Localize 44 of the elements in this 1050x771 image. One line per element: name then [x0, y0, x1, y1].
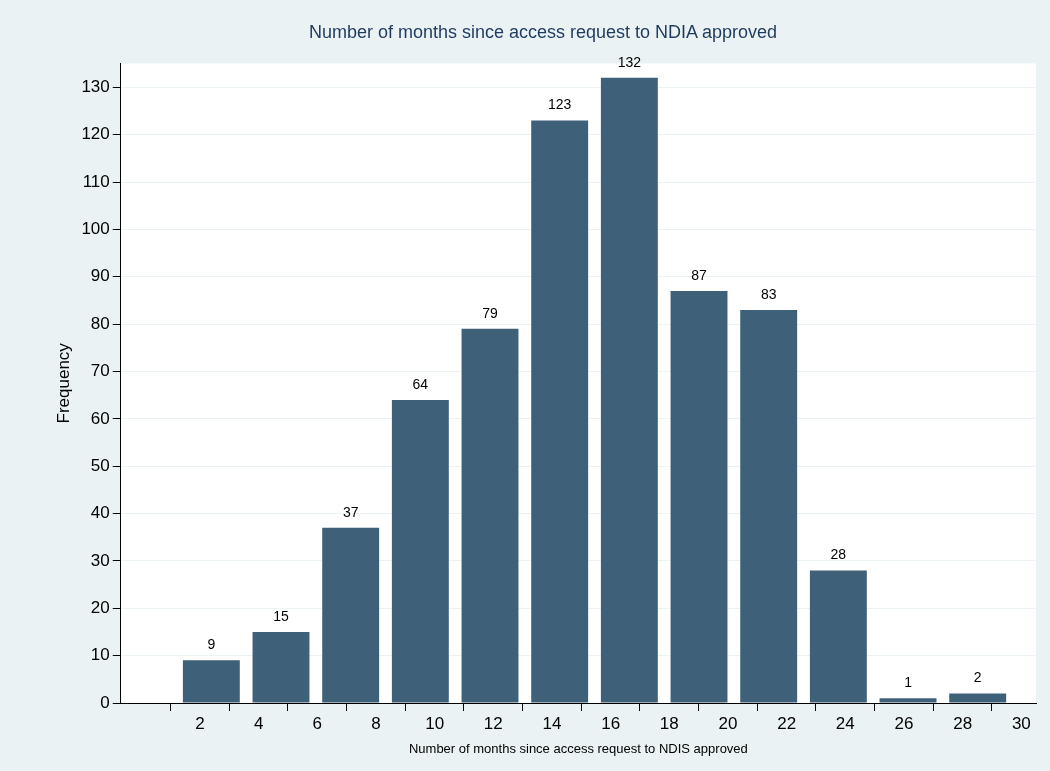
data-label: 132: [617, 53, 642, 70]
y-tick-label: 120: [81, 124, 110, 144]
data-label: 64: [412, 375, 429, 392]
data-label: 37: [342, 503, 359, 520]
x-tick-label: 2: [195, 713, 205, 733]
y-tick-label: 20: [90, 597, 110, 617]
chart-title: Number of months since access request to NDIA approved: [308, 21, 778, 42]
data-label: 2: [973, 669, 982, 686]
data-label: 79: [482, 304, 499, 321]
y-tick-label: 100: [81, 219, 110, 239]
y-tick-label: 10: [90, 645, 110, 665]
data-label: 28: [830, 546, 847, 563]
y-tick-label: 70: [90, 361, 110, 381]
y-tick-label: 30: [90, 550, 110, 570]
x-tick-label: 12: [483, 713, 503, 733]
data-label: 83: [760, 285, 777, 302]
x-tick-label: 18: [659, 713, 679, 733]
data-label: 87: [691, 266, 708, 283]
x-tick-label: 16: [601, 713, 621, 733]
data-label: 1: [904, 674, 913, 691]
x-tick-label: 10: [425, 713, 445, 733]
x-tick-label: 6: [312, 713, 323, 733]
y-tick-label: 60: [90, 408, 110, 428]
y-tick-label: 110: [82, 171, 110, 191]
data-label: 123: [548, 96, 572, 113]
y-axis-title: Frequency: [53, 342, 73, 424]
x-tick-label: 30: [1011, 713, 1031, 733]
x-tick-label: 20: [718, 713, 738, 733]
data-label: 15: [273, 607, 289, 624]
x-tick-label: 14: [542, 713, 562, 733]
data-label: 9: [207, 636, 216, 653]
y-tick-label: 0: [100, 692, 110, 712]
y-tick-label: 40: [90, 503, 110, 523]
x-tick-label: 22: [777, 713, 797, 733]
y-tick-label: 90: [90, 266, 110, 286]
y-tick-label: 130: [81, 76, 110, 96]
x-tick-label: 24: [835, 713, 855, 733]
x-tick-label: 4: [253, 713, 264, 733]
y-tick-label: 50: [90, 455, 110, 475]
x-tick-label: 28: [953, 713, 973, 733]
x-axis-title: Number of months since access request to NDIS approved: [408, 740, 748, 756]
x-tick-label: 8: [371, 713, 381, 733]
y-tick-label: 80: [90, 313, 110, 333]
x-tick-label: 26: [894, 713, 914, 733]
